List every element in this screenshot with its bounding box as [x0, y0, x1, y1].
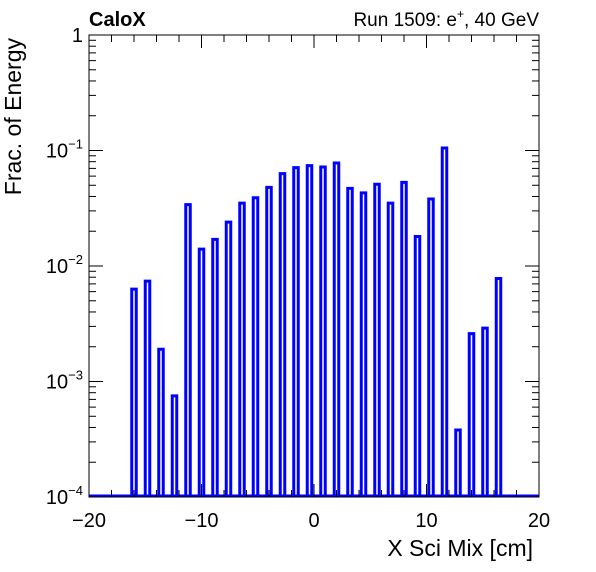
- bar: [278, 172, 287, 497]
- bar: [157, 347, 165, 497]
- y-tick-label: 10−2: [46, 252, 83, 278]
- bar: [170, 394, 179, 497]
- x-tick-label: 20: [528, 510, 550, 532]
- bar: [251, 196, 260, 497]
- y-tick-label: 1: [72, 25, 83, 47]
- bar: [332, 161, 341, 497]
- header-right-suffix: , 40 GeV: [464, 10, 539, 31]
- axes: −20 −10 0 10 20 1 10−1 10−2 10−3 10−4: [46, 25, 550, 532]
- bar: [359, 191, 368, 497]
- bar: [413, 235, 422, 497]
- bar: [373, 182, 381, 497]
- bar: [454, 428, 462, 497]
- y-tick-label: 10−3: [46, 368, 83, 394]
- bar: [143, 279, 152, 497]
- bars: [89, 146, 539, 498]
- bar: [346, 186, 354, 497]
- x-tick-label: 0: [308, 510, 319, 532]
- y-tick-label: 10−1: [46, 137, 83, 163]
- bar: [319, 165, 327, 497]
- bar: [440, 146, 449, 497]
- header-right-sup: +: [457, 7, 464, 21]
- bar: [494, 276, 503, 497]
- bar: [467, 332, 476, 497]
- y-tick-label: 10−4: [46, 483, 83, 509]
- bar: [265, 185, 273, 497]
- header-right-prefix: Run 1509: e: [353, 10, 457, 31]
- bar: [184, 203, 192, 497]
- bar: [211, 237, 219, 497]
- x-tick-label: −20: [72, 510, 106, 532]
- bar: [400, 180, 408, 497]
- bar: [224, 220, 233, 497]
- bar: [305, 164, 314, 497]
- bar: [427, 197, 435, 497]
- bar: [238, 201, 246, 497]
- bar: [197, 247, 206, 497]
- bar: [292, 166, 300, 497]
- bar: [481, 326, 489, 497]
- header-right: Run 1509: e+, 40 GeV: [353, 7, 539, 31]
- x-tick-label: −10: [185, 510, 219, 532]
- bar: [386, 201, 395, 497]
- header-left: CaloX: [89, 9, 146, 31]
- plot-frame: [88, 34, 540, 498]
- bar: [130, 287, 138, 497]
- x-tick-label: 10: [415, 510, 437, 532]
- y-axis-label: Frac. of Energy: [0, 38, 26, 196]
- x-axis-label: X Sci Mix [cm]: [387, 535, 533, 561]
